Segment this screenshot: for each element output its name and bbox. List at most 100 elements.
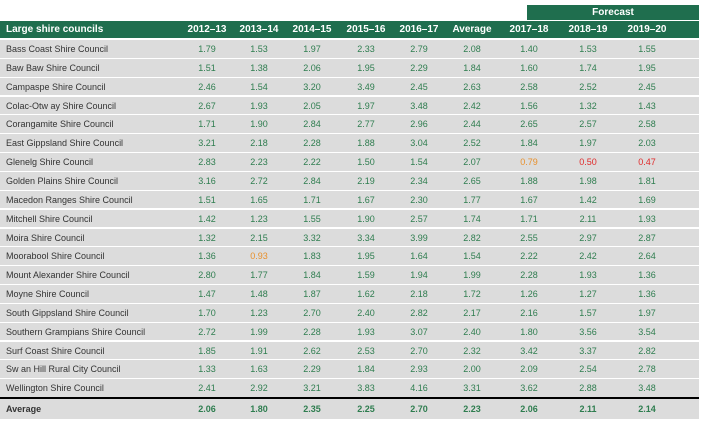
average-value: 2.23 — [463, 404, 481, 414]
value-cell: 2.92 — [250, 383, 268, 394]
value-cell: 1.91 — [250, 345, 268, 356]
value-cell: 2.55 — [520, 232, 538, 243]
value-cell: 2.41 — [198, 383, 216, 394]
value-cell: 2.67 — [198, 100, 216, 111]
value-cell: 3.48 — [638, 383, 656, 394]
value-cell: 1.32 — [579, 100, 597, 111]
value-cell: 1.36 — [638, 270, 656, 281]
value-cell: 2.70 — [410, 345, 428, 356]
value-cell: 1.83 — [303, 251, 321, 262]
value-cell: 3.32 — [303, 232, 321, 243]
value-cell: 1.70 — [198, 307, 216, 318]
row-separator — [0, 302, 699, 304]
header-col-1: 2013–14 — [239, 24, 279, 35]
value-cell: 2.58 — [638, 119, 656, 130]
value-cell: 2.05 — [303, 100, 321, 111]
value-cell: 1.87 — [303, 289, 321, 300]
value-cell: 1.90 — [250, 119, 268, 130]
value-cell: 2.18 — [410, 289, 428, 300]
table-row: Corangamite Shire Council 1.71 1.90 2.84 2.7… — [0, 115, 699, 135]
value-cell: 3.48 — [410, 100, 428, 111]
value-cell: 2.87 — [638, 232, 656, 243]
value-cell: 1.51 — [198, 62, 216, 73]
value-cell: 2.65 — [520, 119, 538, 130]
table-row: Southern Grampians Shire Council 2.72 1.99… — [0, 322, 699, 342]
council-name: Bass Coast Shire Council — [6, 44, 109, 54]
value-cell: 2.08 — [463, 44, 481, 54]
value-cell: 2.42 — [579, 251, 597, 262]
value-cell: 2.29 — [303, 364, 321, 375]
table-row: Macedon Ranges Shire Council 1.51 1.65 1.71… — [0, 190, 699, 210]
value-cell: 3.34 — [357, 232, 375, 243]
average-value: 2.14 — [638, 404, 656, 414]
value-cell: 2.78 — [638, 364, 656, 375]
value-cell: 2.40 — [463, 326, 481, 337]
value-cell: 1.42 — [198, 213, 216, 224]
table-row: Campaspe Shire Council 2.46 1.54 3.20 3.49 2.… — [0, 77, 699, 97]
row-separator — [0, 321, 699, 323]
average-value: 2.35 — [303, 404, 321, 414]
value-cell: 1.53 — [250, 44, 268, 54]
council-name: Moyne Shire Council — [6, 289, 90, 300]
value-cell: 3.07 — [410, 326, 428, 337]
value-cell: 2.97 — [579, 232, 597, 243]
value-cell: 2.44 — [463, 119, 481, 130]
value-cell: 1.95 — [638, 62, 656, 73]
value-cell: 1.95 — [357, 251, 375, 262]
value-cell: 1.27 — [579, 289, 597, 300]
table-row: East Gippsland Shire Council 3.21 2.18 2.28… — [0, 134, 699, 153]
value-cell: 1.81 — [638, 175, 656, 186]
value-cell: 1.93 — [250, 100, 268, 111]
value-cell: 1.84 — [303, 270, 321, 281]
value-cell: 1.65 — [250, 194, 268, 205]
value-cell: 1.97 — [303, 44, 321, 54]
council-name: Southern Grampians Shire Council — [6, 326, 146, 337]
council-name: Sw an Hill Rural City Council — [6, 364, 121, 375]
value-cell: 3.16 — [198, 175, 216, 186]
row-separator — [0, 208, 699, 210]
value-cell: 1.63 — [250, 364, 268, 375]
value-cell: 1.64 — [410, 251, 428, 262]
value-cell: 1.55 — [303, 213, 321, 224]
value-cell: 1.71 — [198, 119, 216, 130]
value-cell: 0.93 — [250, 251, 268, 262]
value-cell: 0.79 — [520, 157, 538, 168]
value-cell: 1.71 — [520, 213, 538, 224]
value-cell: 1.67 — [357, 194, 375, 205]
value-cell: 2.28 — [303, 138, 321, 149]
row-separator — [0, 133, 699, 135]
value-cell: 2.77 — [357, 119, 375, 130]
value-cell: 1.74 — [579, 62, 597, 73]
value-cell: 1.42 — [579, 194, 597, 205]
value-cell: 1.79 — [198, 44, 216, 54]
value-cell: 1.97 — [638, 307, 656, 318]
council-name: Campaspe Shire Council — [6, 81, 106, 92]
value-cell: 2.64 — [638, 251, 656, 262]
table-row: Moyne Shire Council 1.47 1.48 1.87 1.62 2.18 1… — [0, 285, 699, 304]
value-cell: 1.33 — [198, 364, 216, 375]
row-separator — [0, 340, 699, 342]
council-name: Golden Plains Shire Council — [6, 175, 119, 186]
value-cell: 3.21 — [303, 383, 321, 394]
table-row: Bass Coast Shire Council 1.79 1.53 1.97 2.33… — [0, 40, 699, 59]
value-cell: 3.49 — [357, 81, 375, 92]
council-name: Moira Shire Council — [6, 232, 85, 243]
average-value: 1.80 — [250, 404, 268, 414]
value-cell: 1.74 — [463, 213, 481, 224]
value-cell: 1.55 — [638, 44, 656, 54]
table-row: Mitchell Shire Council 1.42 1.23 1.55 1.90 2.… — [0, 209, 699, 229]
value-cell: 2.22 — [303, 157, 321, 168]
value-cell: 1.40 — [520, 44, 538, 54]
value-cell: 2.84 — [303, 119, 321, 130]
row-separator — [0, 95, 699, 97]
value-cell: 2.58 — [520, 81, 538, 92]
council-name: Glenelg Shire Council — [6, 157, 94, 168]
row-separator — [0, 189, 699, 191]
value-cell: 2.40 — [357, 307, 375, 318]
council-name: Mitchell Shire Council — [6, 213, 93, 224]
header-col-8: 2019–20 — [627, 24, 667, 35]
average-value: 2.06 — [520, 404, 538, 414]
value-cell: 1.36 — [198, 251, 216, 262]
value-cell: 1.51 — [198, 194, 216, 205]
council-name: South Gippsland Shire Council — [6, 307, 129, 318]
